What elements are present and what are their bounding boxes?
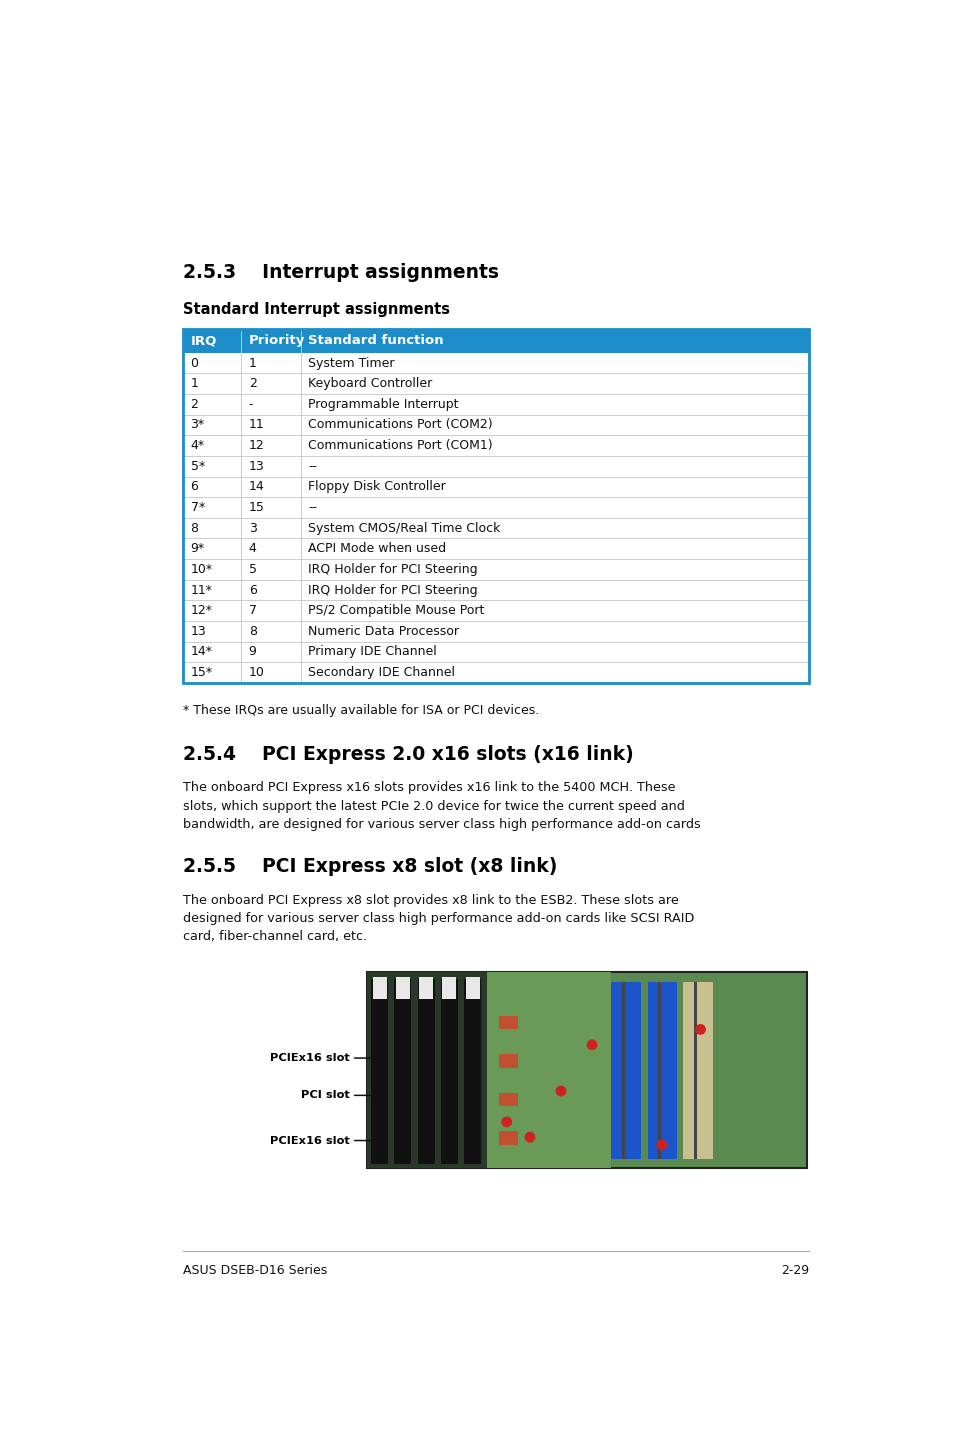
Text: 2: 2 xyxy=(249,377,256,390)
Bar xyxy=(367,972,487,1168)
Text: 15*: 15* xyxy=(191,666,213,679)
Text: IRQ: IRQ xyxy=(191,334,216,348)
Text: 5*: 5* xyxy=(191,460,205,473)
Text: Numeric Data Processor: Numeric Data Processor xyxy=(308,626,458,638)
Bar xyxy=(465,976,479,998)
Text: 3: 3 xyxy=(249,522,256,535)
Text: card, fiber-channel card, etc.: card, fiber-channel card, etc. xyxy=(183,930,367,943)
Text: --: -- xyxy=(308,500,317,513)
Bar xyxy=(693,982,696,1159)
Text: Standard function: Standard function xyxy=(308,334,443,348)
Text: Floppy Disk Controller: Floppy Disk Controller xyxy=(308,480,446,493)
Bar xyxy=(395,976,410,998)
Text: Communications Port (COM1): Communications Port (COM1) xyxy=(308,439,493,452)
Text: 2.5.4    PCI Express 2.0 x16 slots (x16 link): 2.5.4 PCI Express 2.0 x16 slots (x16 lin… xyxy=(183,745,633,764)
Text: 7*: 7* xyxy=(191,500,205,513)
Text: Communications Port (COM2): Communications Port (COM2) xyxy=(308,418,493,431)
Text: 12*: 12* xyxy=(191,604,213,617)
Text: 9*: 9* xyxy=(191,542,205,555)
Text: The onboard PCI Express x8 slot provides x8 link to the ESB2. These slots are: The onboard PCI Express x8 slot provides… xyxy=(183,894,678,907)
Bar xyxy=(487,972,611,1168)
Text: 10: 10 xyxy=(249,666,264,679)
Text: * These IRQs are usually available for ISA or PCI devices.: * These IRQs are usually available for I… xyxy=(183,705,538,718)
Circle shape xyxy=(586,1040,597,1050)
Circle shape xyxy=(500,1116,512,1127)
Text: bandwidth, are designed for various server class high performance add-on cards: bandwidth, are designed for various serv… xyxy=(183,818,700,831)
Text: 12: 12 xyxy=(249,439,264,452)
Text: 11*: 11* xyxy=(191,584,213,597)
Text: -: - xyxy=(249,398,253,411)
Bar xyxy=(621,982,624,1159)
Text: Keyboard Controller: Keyboard Controller xyxy=(308,377,432,390)
Bar xyxy=(371,979,388,1165)
Text: 2-29: 2-29 xyxy=(781,1264,808,1277)
Text: Programmable Interrupt: Programmable Interrupt xyxy=(308,398,458,411)
Text: IRQ Holder for PCI Steering: IRQ Holder for PCI Steering xyxy=(308,584,477,597)
Bar xyxy=(183,329,808,683)
Text: 14: 14 xyxy=(249,480,264,493)
Text: 3*: 3* xyxy=(191,418,205,431)
Text: 4: 4 xyxy=(249,542,256,555)
Bar xyxy=(440,979,457,1165)
Text: 11: 11 xyxy=(249,418,264,431)
Bar xyxy=(367,972,806,1168)
Text: ASUS DSEB-D16 Series: ASUS DSEB-D16 Series xyxy=(183,1264,327,1277)
Circle shape xyxy=(524,1132,535,1143)
Circle shape xyxy=(555,1086,566,1096)
Text: Primary IDE Channel: Primary IDE Channel xyxy=(308,646,436,659)
Text: PS/2 Compatible Mouse Port: PS/2 Compatible Mouse Port xyxy=(308,604,484,617)
Text: slots, which support the latest PCIe 2.0 device for twice the current speed and: slots, which support the latest PCIe 2.0… xyxy=(183,800,684,812)
Text: 4*: 4* xyxy=(191,439,205,452)
Text: IRQ Holder for PCI Steering: IRQ Holder for PCI Steering xyxy=(308,562,477,575)
Bar xyxy=(658,982,660,1159)
Text: ACPI Mode when used: ACPI Mode when used xyxy=(308,542,446,555)
Text: 2.5.5    PCI Express x8 slot (x8 link): 2.5.5 PCI Express x8 slot (x8 link) xyxy=(183,857,557,876)
Bar xyxy=(498,1093,517,1106)
Bar xyxy=(442,976,456,998)
Text: 13: 13 xyxy=(249,460,264,473)
Text: designed for various server class high performance add-on cards like SCSI RAID: designed for various server class high p… xyxy=(183,912,694,926)
Bar xyxy=(417,979,435,1165)
Bar xyxy=(498,1015,517,1030)
Text: 14*: 14* xyxy=(191,646,213,659)
Text: 2.5.3    Interrupt assignments: 2.5.3 Interrupt assignments xyxy=(183,263,498,282)
Text: System Timer: System Timer xyxy=(308,357,395,370)
Bar xyxy=(682,982,712,1159)
Circle shape xyxy=(656,1139,666,1150)
Text: 1: 1 xyxy=(191,377,198,390)
Text: PCIEx16 slot: PCIEx16 slot xyxy=(270,1053,349,1063)
Text: 5: 5 xyxy=(249,562,256,575)
Bar xyxy=(498,1132,517,1145)
Text: The onboard PCI Express x16 slots provides x16 link to the 5400 MCH. These: The onboard PCI Express x16 slots provid… xyxy=(183,781,675,794)
Text: PCI slot: PCI slot xyxy=(300,1090,349,1100)
Bar xyxy=(394,979,411,1165)
Text: PCIEx16 slot: PCIEx16 slot xyxy=(270,1136,349,1146)
Text: 6: 6 xyxy=(249,584,256,597)
Bar xyxy=(373,976,386,998)
Bar xyxy=(647,982,677,1159)
Text: 8: 8 xyxy=(249,626,256,638)
Text: 15: 15 xyxy=(249,500,264,513)
Bar xyxy=(611,982,640,1159)
Text: 10*: 10* xyxy=(191,562,213,575)
Bar xyxy=(183,329,808,352)
Text: 1: 1 xyxy=(249,357,256,370)
Text: 7: 7 xyxy=(249,604,256,617)
Bar xyxy=(498,1054,517,1068)
Text: 8: 8 xyxy=(191,522,198,535)
Text: 2: 2 xyxy=(191,398,198,411)
Text: --: -- xyxy=(308,460,317,473)
Bar xyxy=(418,976,433,998)
Bar xyxy=(464,979,480,1165)
Text: Priority: Priority xyxy=(249,334,305,348)
Text: 9: 9 xyxy=(249,646,256,659)
Circle shape xyxy=(695,1024,705,1035)
Text: Standard Interrupt assignments: Standard Interrupt assignments xyxy=(183,302,449,316)
Text: 6: 6 xyxy=(191,480,198,493)
Text: 0: 0 xyxy=(191,357,198,370)
Text: System CMOS/Real Time Clock: System CMOS/Real Time Clock xyxy=(308,522,500,535)
Text: Secondary IDE Channel: Secondary IDE Channel xyxy=(308,666,455,679)
Text: 13: 13 xyxy=(191,626,206,638)
